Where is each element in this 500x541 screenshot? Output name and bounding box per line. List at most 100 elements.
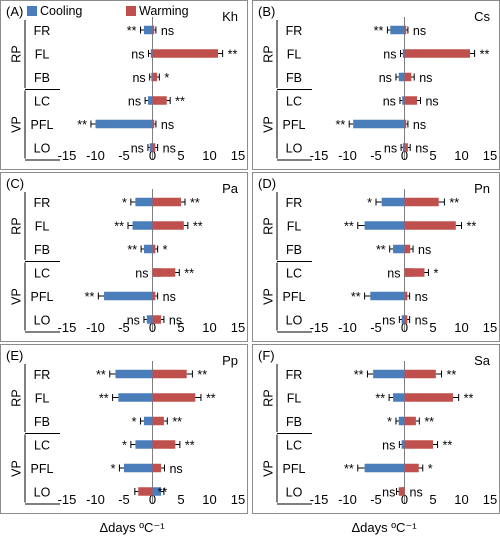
group-label: RP [9, 45, 23, 62]
group-label: RP [261, 45, 275, 62]
significance-label: ** [206, 392, 216, 406]
x-tick-label: 15 [483, 320, 497, 335]
bar-warming [152, 143, 156, 152]
bar-warming [152, 291, 156, 301]
significance-label: ns [163, 290, 176, 304]
significance-label: ** [85, 290, 95, 304]
species-label: Pp [222, 353, 238, 368]
significance-label: ns [383, 48, 396, 62]
bar-warming [152, 416, 164, 426]
significance-label: ** [375, 392, 385, 406]
bar-warming [404, 393, 453, 402]
bar-warming [404, 49, 471, 58]
x-tick-label: 15 [231, 148, 245, 163]
legend-swatch-warming [126, 6, 136, 16]
category-label: FB [286, 71, 302, 85]
x-axis-label: Δdays ºC⁻¹ [351, 520, 417, 535]
significance-label: ** [175, 95, 185, 109]
significance-label: ** [96, 368, 106, 382]
significance-label: ns [419, 71, 432, 85]
x-tick-label: -15 [310, 492, 329, 507]
category-label: LC [286, 267, 302, 281]
x-tick-label: -15 [58, 492, 77, 507]
bar-warming [152, 49, 219, 58]
x-tick-label: 15 [483, 492, 497, 507]
bar-cooling [149, 143, 153, 152]
bar-cooling [143, 416, 153, 426]
x-tick-label: 5 [429, 148, 436, 163]
significance-label: ** [197, 368, 207, 382]
x-tick-label: -5 [370, 320, 382, 335]
significance-label: * [433, 267, 438, 281]
significance-label: * [428, 462, 433, 476]
x-tick-label: 15 [231, 320, 245, 335]
significance-label: ** [351, 290, 361, 304]
bar-warming [404, 268, 425, 277]
legend-swatch-cooling [27, 6, 37, 16]
x-tick-label: -15 [310, 320, 329, 335]
x-tick-label: 10 [454, 320, 468, 335]
bar-warming [404, 197, 439, 207]
significance-label: ns [163, 142, 176, 156]
significance-label: ** [376, 243, 386, 257]
category-label: FB [34, 71, 50, 85]
category-label: PFL [283, 290, 306, 304]
bar-warming [404, 440, 433, 449]
bar-warming [404, 315, 408, 324]
x-tick-label: -10 [338, 320, 357, 335]
significance-label: ** [114, 220, 124, 234]
bar-warming [152, 221, 184, 230]
significance-label: ns [384, 142, 397, 156]
species-label: Pa [222, 181, 239, 196]
significance-label: ** [77, 118, 87, 132]
x-tick-label: 5 [429, 492, 436, 507]
bar-cooling [402, 49, 405, 58]
x-axis-label: Δdays ºC⁻¹ [99, 520, 165, 535]
category-label: FR [34, 196, 51, 210]
significance-label: ** [172, 415, 182, 429]
bar-warming [152, 440, 176, 449]
legend: Cooling Warming [27, 4, 189, 18]
category-label: FL [35, 220, 50, 234]
x-tick-label: 0 [401, 492, 408, 507]
category-label: FL [287, 220, 302, 234]
panel-a: (A) Kh-15 -10 -5 0 5 10 15FRFLFBLCPFLLORPVP**ns… [0, 0, 248, 170]
bar-cooling [124, 463, 153, 473]
bar-cooling [381, 197, 405, 207]
bar-warming [404, 119, 407, 129]
category-label: PFL [31, 290, 54, 304]
group-label: VP [9, 116, 23, 133]
x-tick-label: 10 [454, 492, 468, 507]
significance-label: ** [424, 415, 434, 429]
bar-warming [138, 487, 153, 496]
category-label: FL [35, 48, 50, 62]
bar-cooling [398, 416, 405, 426]
bar-warming [404, 221, 456, 230]
bar-cooling [364, 221, 405, 230]
x-tick-label: -15 [310, 148, 329, 163]
significance-label: * [122, 439, 127, 453]
significance-label: ns [415, 142, 428, 156]
bar-warming [152, 72, 158, 82]
bar-cooling [95, 119, 153, 129]
significance-label: ns [131, 142, 144, 156]
bar-warming [152, 197, 181, 207]
bar-warming [152, 244, 156, 254]
significance-label: ** [184, 267, 194, 281]
x-tick-label: -15 [58, 148, 77, 163]
category-label: LO [34, 486, 51, 500]
x-tick-label: 5 [429, 320, 436, 335]
significance-label: ** [480, 48, 490, 62]
significance-label: ns [383, 95, 396, 109]
x-tick-label: 0 [401, 148, 408, 163]
category-label: FR [34, 24, 51, 38]
significance-label: ns [415, 290, 428, 304]
significance-label: ns [413, 118, 426, 132]
bar-cooling [373, 369, 405, 379]
group-label: VP [261, 460, 275, 477]
significance-label: ** [127, 24, 137, 38]
group-label: VP [9, 460, 23, 477]
significance-label: ns [413, 24, 426, 38]
bar-cooling [104, 291, 153, 301]
panel-e: (E) Pp-15 -10 -5 0 5 10 15FRFLFBLCPFLLORPVP****… [0, 344, 248, 535]
